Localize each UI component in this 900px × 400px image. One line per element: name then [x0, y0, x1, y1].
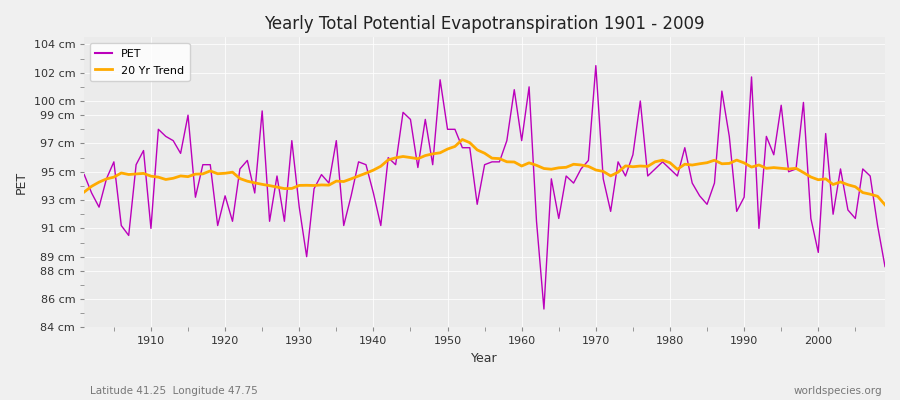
Title: Yearly Total Potential Evapotranspiration 1901 - 2009: Yearly Total Potential Evapotranspiratio… [265, 15, 705, 33]
Text: Latitude 41.25  Longitude 47.75: Latitude 41.25 Longitude 47.75 [90, 386, 257, 396]
X-axis label: Year: Year [472, 352, 498, 365]
Text: worldspecies.org: worldspecies.org [794, 386, 882, 396]
Legend: PET, 20 Yr Trend: PET, 20 Yr Trend [90, 43, 190, 81]
Y-axis label: PET: PET [15, 171, 28, 194]
